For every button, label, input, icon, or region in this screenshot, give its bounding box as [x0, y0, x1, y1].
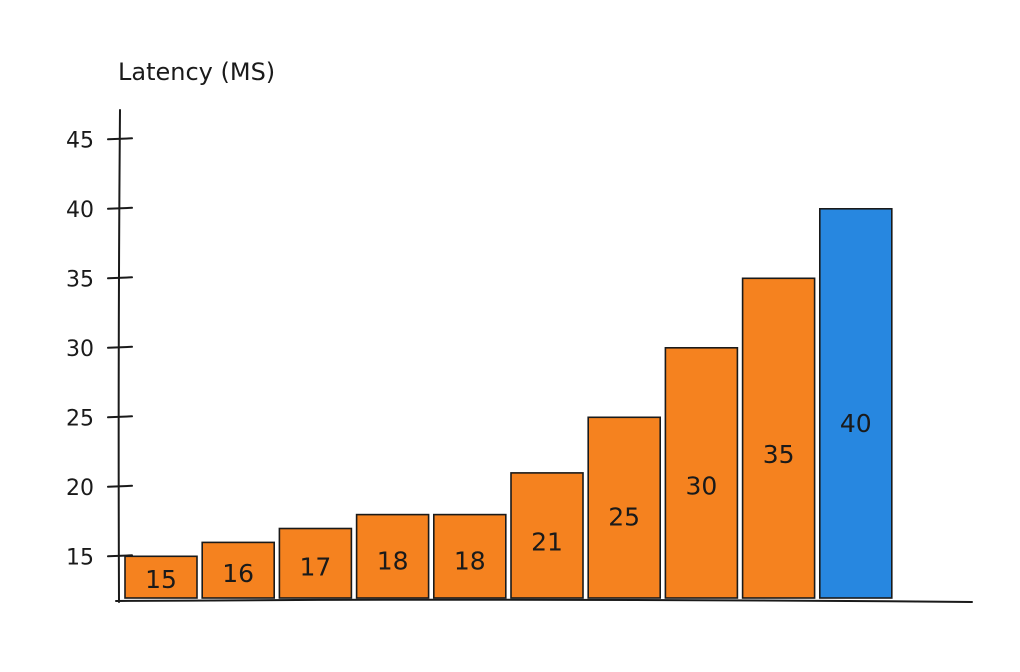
bar [587, 416, 662, 599]
bar [124, 555, 198, 599]
bar-value-label: 35 [763, 440, 795, 469]
bar-value-label: 21 [531, 528, 563, 557]
y-tick-mark [107, 554, 133, 558]
bar [201, 541, 275, 599]
y-tick-label: 35 [66, 267, 94, 292]
bar-value-label: 16 [222, 559, 254, 588]
bar [664, 346, 739, 599]
y-tick-mark [107, 345, 133, 349]
y-tick-label: 40 [66, 198, 94, 223]
bar-value-label: 30 [685, 471, 717, 500]
y-tick-mark [107, 484, 133, 488]
bars-group: 15 16 17 18 18 21 25 30 35 40 [124, 208, 893, 599]
bar [741, 277, 816, 599]
y-tick-label: 30 [66, 337, 94, 362]
y-tick-label: 25 [66, 406, 94, 431]
y-tick-mark [107, 276, 133, 280]
y-axis-label: Latency (MS) [118, 58, 275, 86]
bar-value-label: 25 [608, 503, 640, 532]
bar-value-label: 17 [299, 553, 331, 582]
y-tick-label: 15 [66, 545, 94, 570]
bar [355, 513, 430, 599]
bar-value-label: 40 [840, 409, 872, 438]
y-tick-mark [107, 415, 133, 419]
y-tick-label: 20 [66, 476, 94, 501]
bar-value-label: 15 [145, 565, 177, 594]
y-axis-line [117, 109, 121, 603]
y-ticks-group: 45 40 35 30 25 20 15 [66, 128, 133, 570]
bar [510, 472, 584, 599]
bar [432, 513, 507, 599]
bar-value-label: 18 [454, 546, 486, 575]
bar-value-label: 18 [377, 546, 409, 575]
y-tick-label: 45 [66, 128, 94, 153]
bar [818, 208, 893, 599]
x-axis-line [115, 598, 973, 603]
bar [278, 527, 353, 599]
